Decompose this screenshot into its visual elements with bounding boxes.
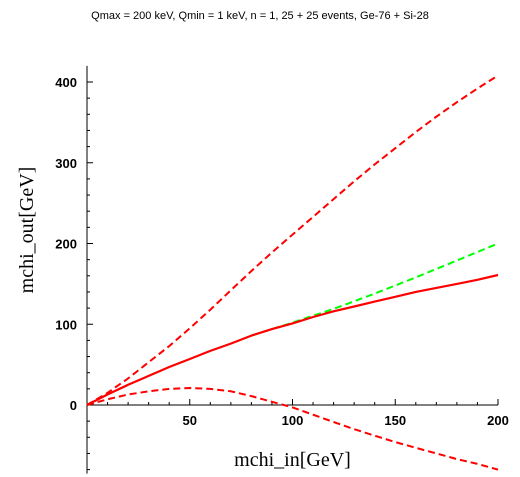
x-tick-label: 200: [487, 413, 509, 428]
ticks: 0 100 200 300 400 50 100 150 200: [55, 75, 509, 471]
series-line-2: [251, 242, 499, 337]
series-line-4: [86, 387, 499, 471]
y-axis-label: mchi_out[GeV]: [16, 167, 38, 294]
x-tick-label: 50: [183, 413, 197, 428]
y-tick-label: 200: [55, 237, 77, 252]
chart-title: Qmax = 200 keV, Qmin = 1 keV, n = 1, 25 …: [91, 10, 429, 22]
y-tick-label: 400: [55, 75, 77, 90]
series-line-1: [86, 74, 499, 406]
y-tick-label: 0: [70, 398, 77, 413]
x-axis-label: mchi_in[GeV]: [234, 449, 351, 471]
x-tick-label: 150: [384, 413, 406, 428]
y-tick-label: 300: [55, 156, 77, 171]
y-tick-label: 100: [55, 317, 77, 332]
series-line-3: [86, 273, 499, 406]
x-tick-label: 100: [282, 413, 304, 428]
series-layer: [86, 74, 499, 471]
